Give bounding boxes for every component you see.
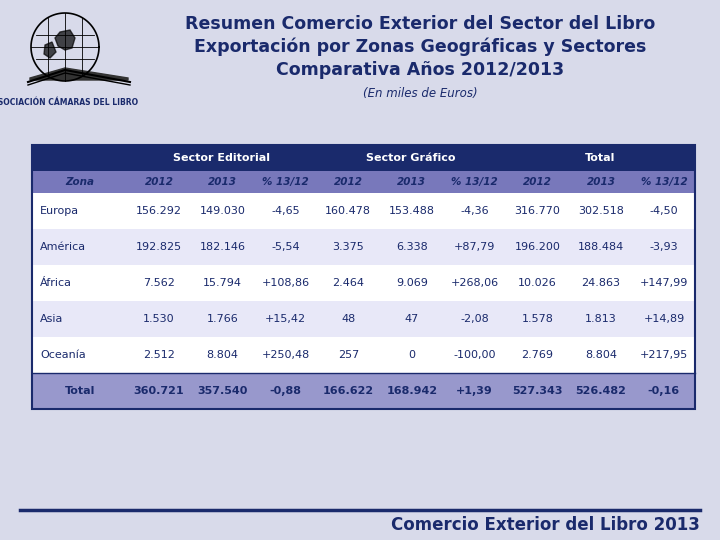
Text: -4,50: -4,50 [649,206,678,216]
Text: -4,36: -4,36 [460,206,489,216]
Text: Resumen Comercio Exterior del Sector del Libro: Resumen Comercio Exterior del Sector del… [185,15,655,33]
Text: % 13/12: % 13/12 [262,177,309,187]
Text: 7.562: 7.562 [143,278,175,288]
Text: % 13/12: % 13/12 [451,177,498,187]
Polygon shape [30,68,65,80]
Text: África: África [40,278,72,288]
Text: 1.766: 1.766 [207,314,238,324]
Text: 188.484: 188.484 [578,242,624,252]
Text: ASOCIACIÓN CÁMARAS DEL LIBRO: ASOCIACIÓN CÁMARAS DEL LIBRO [0,98,138,107]
Bar [32,337,695,373]
Polygon shape [65,68,128,80]
Text: +15,42: +15,42 [265,314,306,324]
Text: (En miles de Euros): (En miles de Euros) [363,87,477,100]
Text: 196.200: 196.200 [515,242,560,252]
Text: 2.512: 2.512 [143,350,175,360]
Text: 2.769: 2.769 [521,350,554,360]
Text: 2012: 2012 [145,177,174,187]
Text: 0: 0 [408,350,415,360]
Text: América: América [40,242,86,252]
Polygon shape [44,42,56,58]
Text: % 13/12: % 13/12 [641,177,688,187]
Text: 1.578: 1.578 [521,314,554,324]
Text: 192.825: 192.825 [136,242,182,252]
Text: +87,79: +87,79 [454,242,495,252]
Text: -2,08: -2,08 [460,314,489,324]
Text: 156.292: 156.292 [136,206,182,216]
Bar [32,193,695,229]
Text: 6.338: 6.338 [396,242,428,252]
Text: -4,65: -4,65 [271,206,300,216]
Text: 2013: 2013 [587,177,616,187]
Text: -3,93: -3,93 [649,242,678,252]
Text: +217,95: +217,95 [640,350,688,360]
Text: 182.146: 182.146 [199,242,246,252]
Text: Asia: Asia [40,314,63,324]
Text: 8.804: 8.804 [207,350,238,360]
Text: 2013: 2013 [397,177,426,187]
Text: 526.482: 526.482 [576,386,626,396]
Bar [32,265,695,301]
Text: 2013: 2013 [208,177,237,187]
Text: 168.942: 168.942 [387,386,438,396]
Text: +1,39: +1,39 [456,386,493,396]
Text: Sector Gráfico: Sector Gráfico [366,153,456,163]
Text: Comercio Exterior del Libro 2013: Comercio Exterior del Libro 2013 [391,516,700,534]
Bar [32,301,695,337]
Text: 360.721: 360.721 [134,386,184,396]
Text: 257: 257 [338,350,359,360]
Text: 24.863: 24.863 [582,278,621,288]
Text: -0,16: -0,16 [648,386,680,396]
Text: 2.464: 2.464 [333,278,364,288]
Text: 2012: 2012 [523,177,552,187]
Text: 48: 48 [341,314,356,324]
Text: +108,86: +108,86 [261,278,310,288]
Bar [32,229,695,265]
Text: -5,54: -5,54 [271,242,300,252]
Bar [32,145,695,409]
Text: -100,00: -100,00 [454,350,496,360]
Text: 166.622: 166.622 [323,386,374,396]
Text: Total: Total [585,153,616,163]
Text: Comparativa Años 2012/2013: Comparativa Años 2012/2013 [276,61,564,79]
Text: 2012: 2012 [334,177,363,187]
Text: 8.804: 8.804 [585,350,617,360]
Text: 357.540: 357.540 [197,386,248,396]
Text: -0,88: -0,88 [269,386,302,396]
Text: +147,99: +147,99 [640,278,688,288]
Text: Sector Editorial: Sector Editorial [174,153,271,163]
Text: 1.530: 1.530 [143,314,175,324]
Bar [32,171,695,193]
Text: 3.375: 3.375 [333,242,364,252]
Text: +268,06: +268,06 [451,278,499,288]
Text: 149.030: 149.030 [199,206,246,216]
Text: 1.813: 1.813 [585,314,617,324]
Bar [32,373,695,409]
Text: +250,48: +250,48 [261,350,310,360]
Text: Oceanía: Oceanía [40,350,86,360]
Text: 10.026: 10.026 [518,278,557,288]
Text: Europa: Europa [40,206,79,216]
Bar [32,145,695,171]
Text: 9.069: 9.069 [396,278,428,288]
Text: 160.478: 160.478 [325,206,372,216]
Text: Exportación por Zonas Geográficas y Sectores: Exportación por Zonas Geográficas y Sect… [194,38,646,57]
Text: 316.770: 316.770 [515,206,560,216]
Text: 302.518: 302.518 [578,206,624,216]
Text: 153.488: 153.488 [389,206,435,216]
Text: 15.794: 15.794 [203,278,242,288]
Text: Total: Total [65,386,95,396]
Polygon shape [55,30,75,50]
Text: 47: 47 [405,314,419,324]
Text: Zona: Zona [65,177,94,187]
Text: +14,89: +14,89 [643,314,685,324]
Text: 527.343: 527.343 [513,386,563,396]
